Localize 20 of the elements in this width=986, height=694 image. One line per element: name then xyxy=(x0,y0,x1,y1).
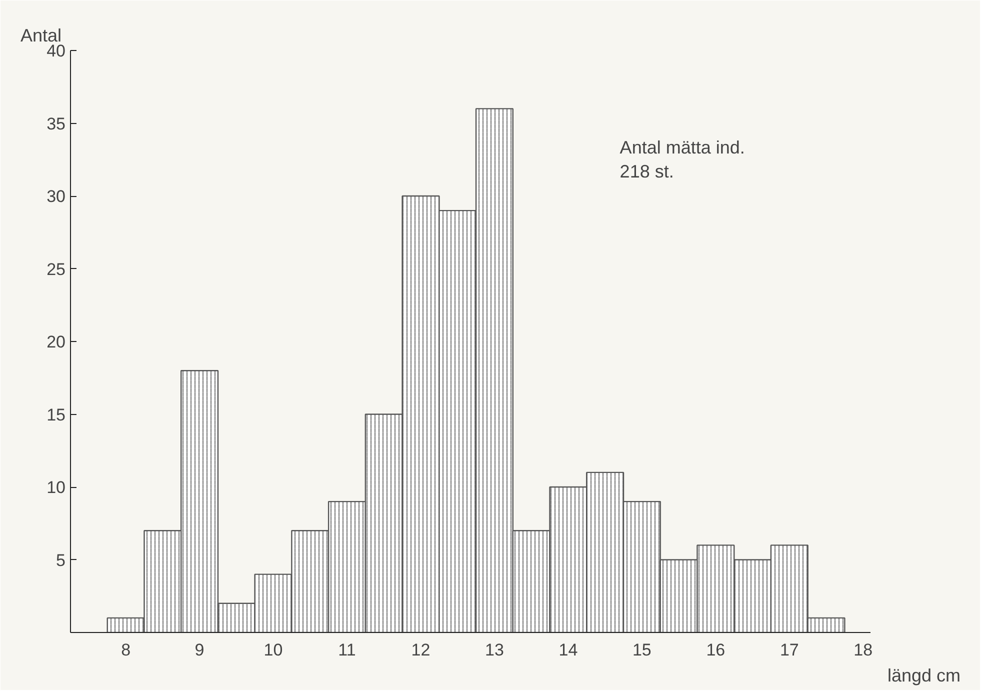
y-tick-label: 25 xyxy=(46,260,66,279)
y-tick-label: 30 xyxy=(46,187,66,206)
x-tick-label: 14 xyxy=(558,640,578,660)
x-tick-label: 18 xyxy=(854,640,873,660)
x-tick-label: 15 xyxy=(632,640,652,660)
annotation: Antal mätta ind. 218 st. xyxy=(620,137,745,182)
x-tick-label: 12 xyxy=(411,640,430,660)
x-tick-label: 16 xyxy=(706,640,726,660)
y-tick-label: 35 xyxy=(46,114,66,134)
y-tick-label: 15 xyxy=(46,405,66,424)
x-axis-title: längd cm xyxy=(887,666,961,686)
x-tick-label: 9 xyxy=(194,640,204,660)
x-tick-label: 11 xyxy=(338,640,356,660)
x-tick-label: 8 xyxy=(121,640,131,660)
y-tick-label: 10 xyxy=(46,478,66,497)
y-tick-label: 20 xyxy=(46,332,66,352)
x-tick-label: 10 xyxy=(264,640,283,660)
y-tick-label: 5 xyxy=(56,550,66,570)
x-tick-label: 13 xyxy=(485,640,504,660)
x-tick-label: 17 xyxy=(780,640,799,660)
